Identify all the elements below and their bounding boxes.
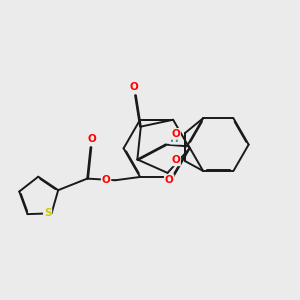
Text: O: O — [171, 129, 180, 139]
Text: O: O — [165, 175, 174, 185]
Text: O: O — [88, 134, 97, 144]
Text: O: O — [130, 82, 139, 92]
Text: H: H — [170, 134, 179, 144]
Text: S: S — [44, 208, 51, 218]
Text: O: O — [171, 155, 180, 165]
Text: O: O — [102, 175, 110, 185]
